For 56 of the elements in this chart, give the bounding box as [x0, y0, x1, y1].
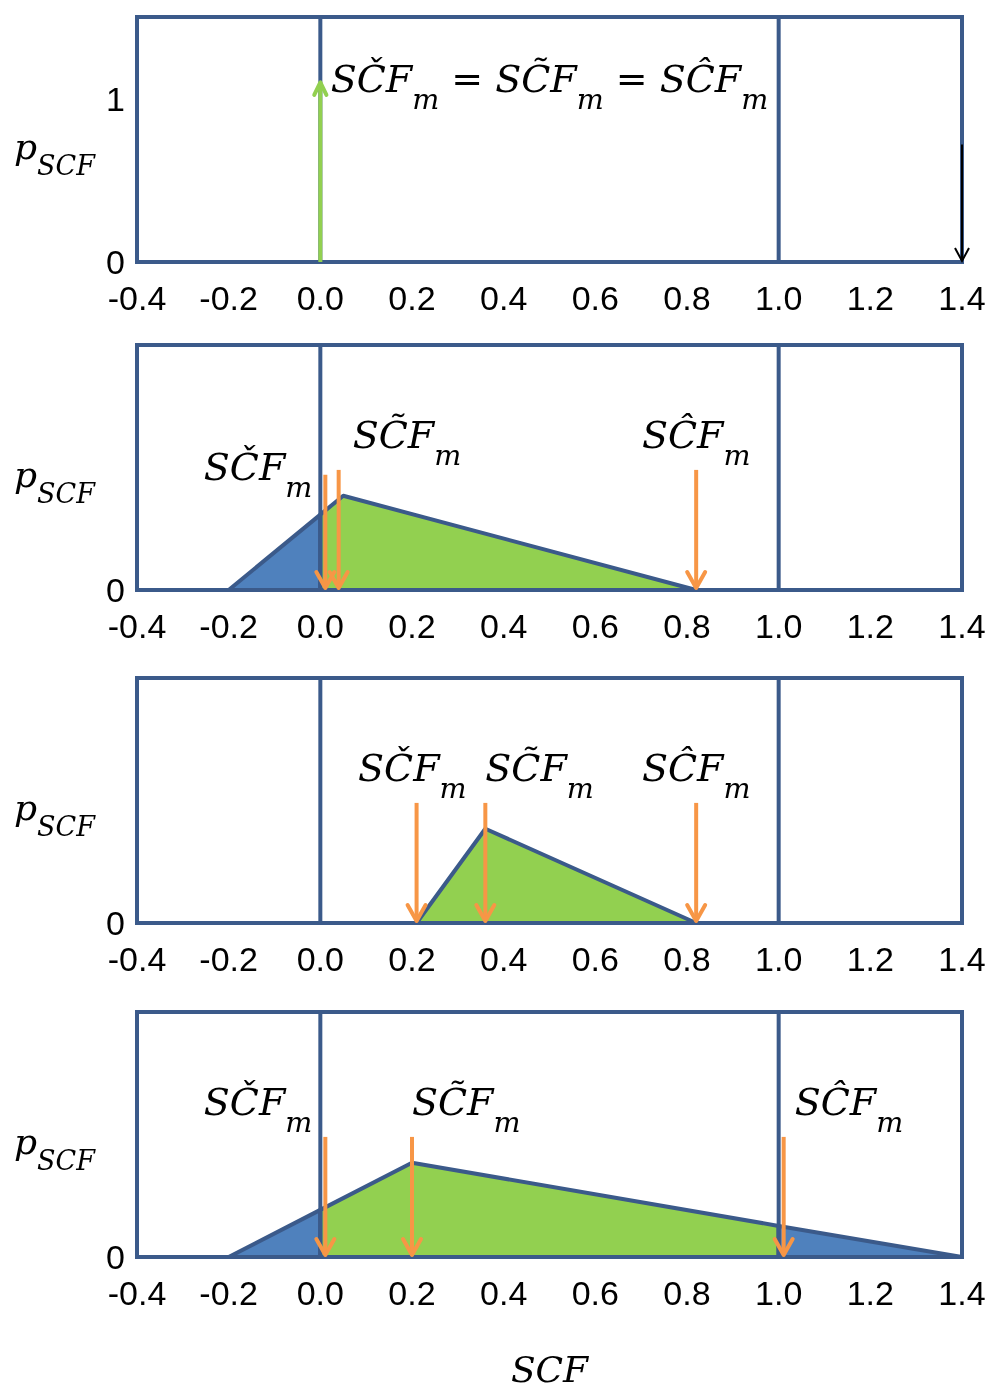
annotation: SC̃F$_{m}$ [352, 412, 462, 472]
x-tick-label: 1.4 [938, 1274, 986, 1312]
annotation: SČF$_{m}$ [203, 444, 313, 504]
x-tick-label: 1.0 [755, 1274, 803, 1312]
x-tick-label: 0.0 [296, 607, 344, 645]
x-tick-label: 0.4 [480, 279, 528, 317]
x-tick-label: 1.0 [755, 607, 803, 645]
annotation: SĈF$_{m}$ [641, 745, 751, 805]
x-tick-label: 0.6 [571, 279, 619, 317]
y-axis-title: p$_{SCF}$ [14, 787, 97, 842]
x-axis-title: SCF [510, 1349, 591, 1385]
x-tick-label: 1.2 [846, 607, 894, 645]
x-tick-label: 0.2 [388, 1274, 436, 1312]
x-tick-label: 1.2 [846, 1274, 894, 1312]
x-tick-label: 0.8 [663, 607, 711, 645]
x-tick-label: 0.4 [480, 607, 528, 645]
x-tick-label: -0.2 [199, 1274, 258, 1312]
annotation: SČF$_{m}$ [358, 745, 467, 805]
x-tick-label: 0.6 [571, 1274, 619, 1312]
x-tick-label: 0.8 [663, 940, 711, 978]
y-axis-title: p$_{SCF}$ [14, 1121, 97, 1176]
x-tick-label: 1.2 [846, 940, 894, 978]
annotation: SĈF$_{m}$ [641, 412, 751, 472]
y-tick-label: 1 [106, 79, 125, 118]
x-tick-label: 1.4 [938, 940, 986, 978]
x-tick-label: 0.0 [296, 940, 344, 978]
y-axis-title: p$_{SCF}$ [14, 454, 97, 509]
x-tick-label: 1.0 [755, 940, 803, 978]
x-tick-label: 0.8 [663, 1274, 711, 1312]
x-tick-label: -0.4 [107, 1274, 167, 1312]
x-tick-label: 0.2 [388, 940, 436, 978]
x-tick-label: -0.4 [107, 279, 167, 317]
x-tick-label: 0.6 [571, 607, 619, 645]
x-tick-label: 1.2 [846, 279, 894, 317]
x-tick-label: 0.8 [663, 279, 711, 317]
x-tick-label: 1.4 [938, 279, 986, 317]
y-axis-title: p$_{SCF}$ [14, 126, 97, 181]
x-tick-label: -0.2 [199, 279, 258, 317]
annotation: SĈF$_{m}$ [794, 1079, 904, 1139]
x-tick-label: -0.4 [107, 940, 167, 978]
x-tick-label: -0.4 [107, 607, 167, 645]
x-tick-label: -0.2 [199, 940, 258, 978]
annotation: SČF$_{m}$ [203, 1079, 313, 1139]
x-tick-label: 1.4 [938, 607, 986, 645]
x-tick-label: 0.6 [571, 940, 619, 978]
x-tick-label: 0.4 [480, 940, 528, 978]
x-tick-label: 1.0 [755, 279, 803, 317]
x-tick-label: 0.2 [388, 607, 436, 645]
annotation: SČF$_{m}$ = SC̃F$_{m}$ = SĈF$_{m}$ [330, 57, 769, 116]
x-tick-label: 0.0 [296, 1274, 344, 1312]
annotation: SC̃F$_{m}$ [412, 1079, 521, 1139]
x-tick-label: 0.0 [296, 279, 344, 317]
x-tick-label: 0.2 [388, 279, 436, 317]
x-tick-label: -0.2 [199, 607, 258, 645]
annotation: SC̃F$_{m}$ [485, 745, 594, 805]
x-tick-label: 0.4 [480, 1274, 528, 1312]
